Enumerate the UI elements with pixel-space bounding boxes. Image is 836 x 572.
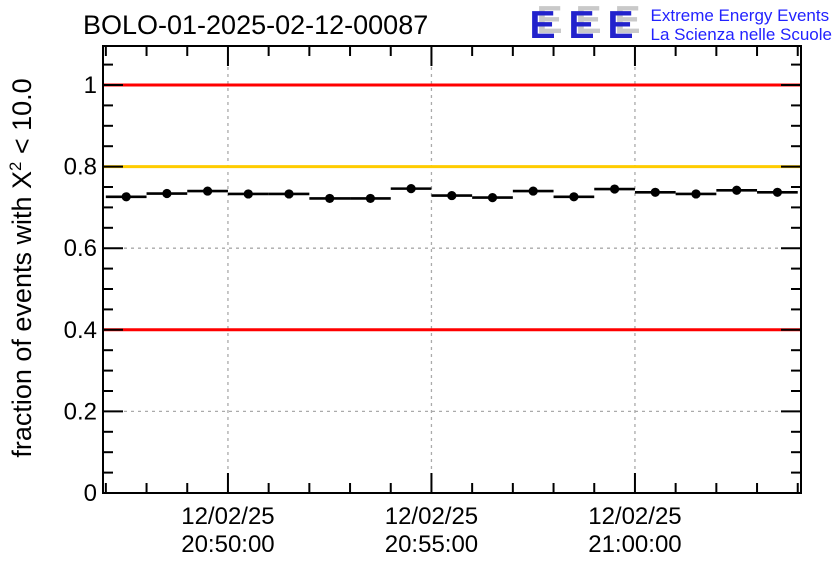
- x-tick-label-time: 20:50:00: [181, 531, 274, 558]
- y-tick-label: 0.6: [64, 235, 97, 262]
- data-point: [609, 184, 620, 194]
- data-point: [325, 193, 335, 204]
- data-point: [365, 193, 375, 204]
- data-point: [650, 187, 660, 197]
- eee-logo-text: Extreme Energy Events La Scienza nelle S…: [651, 6, 832, 44]
- y-tick-label: 0: [84, 480, 97, 507]
- data-point: [691, 189, 701, 199]
- data-point: [772, 187, 782, 197]
- y-tick-label: 0.8: [64, 154, 97, 181]
- data-point: [243, 189, 253, 199]
- logo-line-1: Extreme Energy Events: [650, 6, 830, 25]
- data-point: [732, 185, 742, 195]
- eee-logo-acronym: EEE: [529, 4, 647, 47]
- y-tick-label: 0.4: [64, 317, 97, 344]
- data-point: [162, 188, 172, 199]
- x-tick-label-date: 12/02/25: [385, 503, 478, 530]
- y-tick-label: 0.2: [64, 398, 97, 425]
- x-tick-label-date: 12/02/25: [181, 503, 274, 530]
- x-tick-label-date: 12/02/25: [588, 503, 681, 530]
- data-point: [406, 184, 416, 194]
- x-tick-label-time: 21:00:00: [588, 531, 681, 558]
- eee-logo: EEE Extreme Energy Events La Scienza nel…: [529, 2, 832, 48]
- data-point: [202, 186, 213, 196]
- x-tick-label-time: 20:55:00: [385, 531, 478, 558]
- data-point: [528, 186, 538, 196]
- data-point: [447, 190, 457, 201]
- data-point: [487, 193, 498, 203]
- page-title: BOLO-01-2025-02-12-00087: [83, 10, 429, 40]
- plot-frame: [102, 45, 802, 494]
- data-point: [284, 189, 294, 199]
- data-point: [121, 192, 131, 202]
- logo-line-2: La Scienza nelle Scuole: [650, 25, 832, 44]
- data-point: [569, 192, 579, 202]
- y-tick-label: 1: [84, 72, 97, 99]
